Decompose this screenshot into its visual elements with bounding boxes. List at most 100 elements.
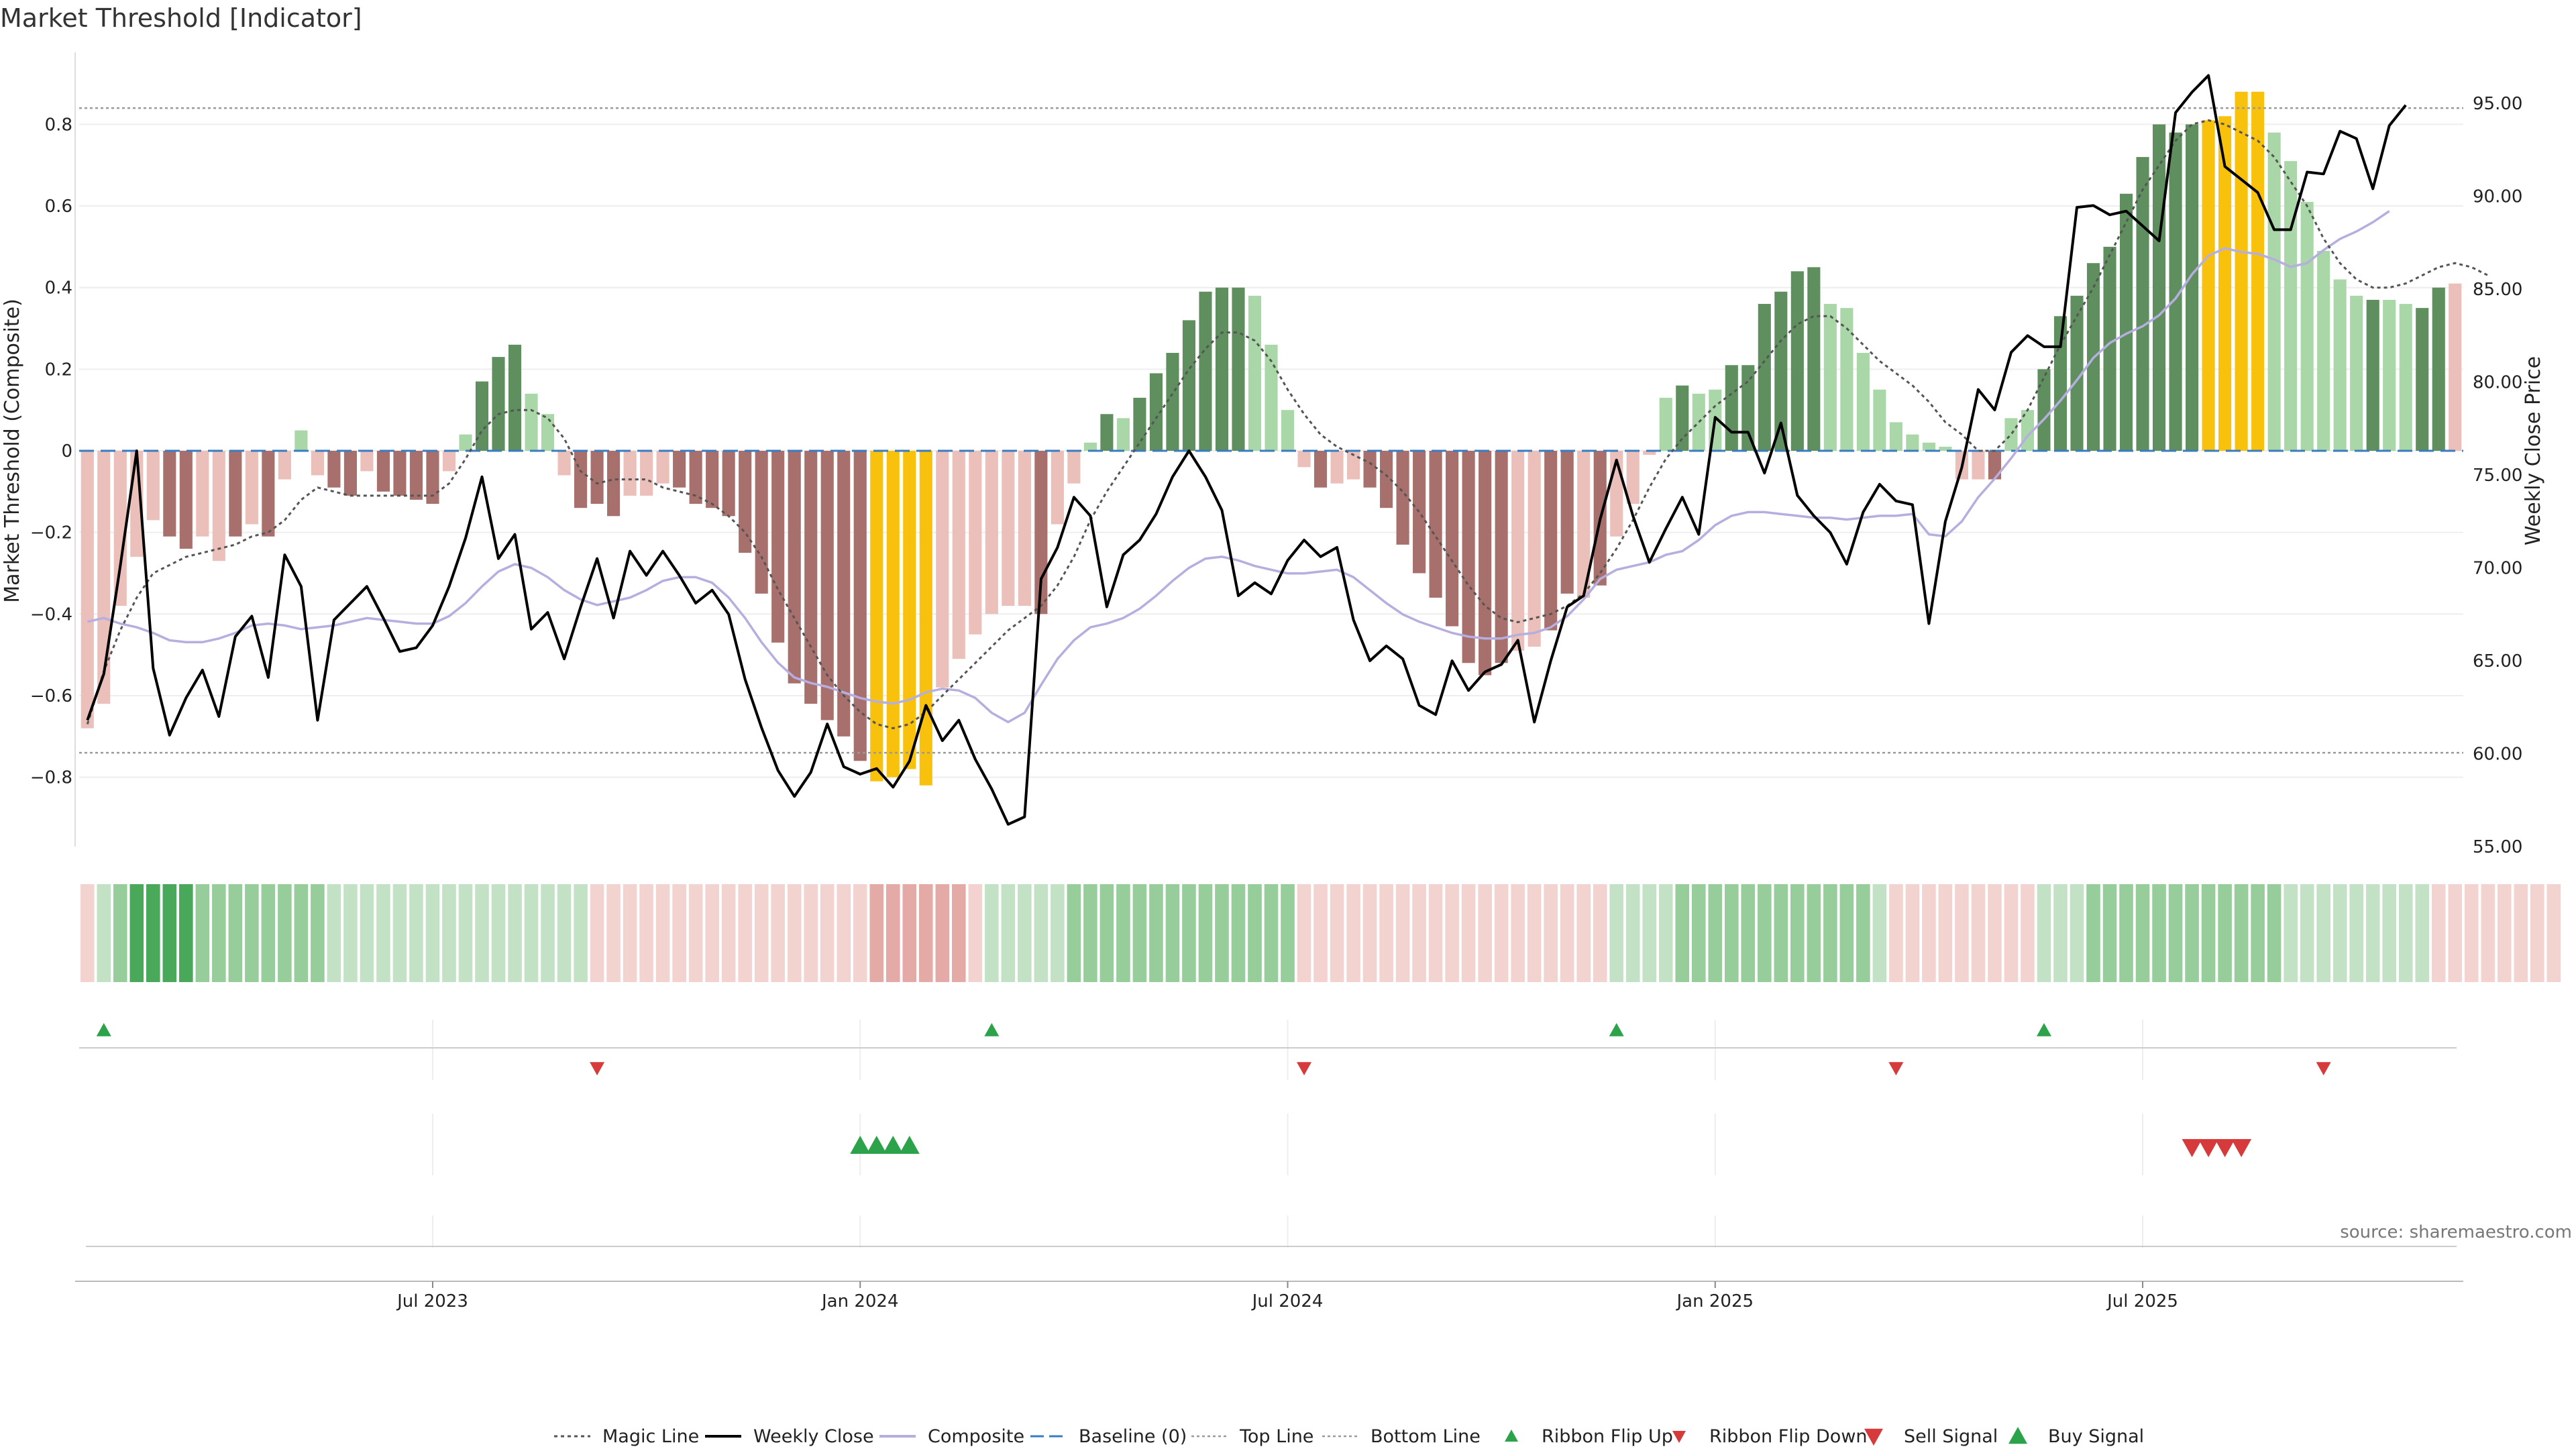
composite-bar — [1906, 434, 1919, 451]
legend-label: Ribbon Flip Down — [1709, 1426, 1868, 1447]
ribbon-cell — [2497, 884, 2512, 982]
composite-bar — [1051, 451, 1064, 525]
composite-bar — [886, 451, 900, 777]
ribbon-cell — [771, 884, 785, 982]
ribbon-cell — [985, 884, 999, 982]
ribbon-cell — [1560, 884, 1574, 982]
sell-signal-marker — [2214, 1139, 2235, 1157]
ribbon-cell — [162, 884, 177, 982]
ribbon-cell — [1132, 884, 1147, 982]
ribbon-cell — [705, 884, 719, 982]
composite-bar — [1067, 451, 1081, 484]
legend-item: Composite — [879, 1426, 1024, 1447]
ribbon-cell — [853, 884, 867, 982]
composite-bar — [722, 451, 735, 517]
composite-bar — [525, 393, 538, 451]
ribbon-cell — [1067, 884, 1081, 982]
composite-bar — [113, 451, 127, 606]
composite-bar — [1856, 353, 1870, 451]
ribbon-cell — [2300, 884, 2314, 982]
ribbon-cell — [1428, 884, 1443, 982]
composite-bar — [2202, 120, 2215, 451]
ribbon-cell — [1281, 884, 1295, 982]
ribbon-flip-down-marker — [1888, 1062, 1904, 1075]
composite-bar — [1922, 442, 1935, 451]
ribbon-cell — [1149, 884, 1163, 982]
composite-bar — [146, 451, 160, 521]
composite-bar — [1330, 451, 1344, 484]
composite-bar — [1297, 451, 1311, 468]
composite-bar — [492, 357, 505, 451]
ribbon-cell — [1313, 884, 1328, 982]
composite-bar — [1774, 291, 1788, 451]
y-tick-label: −0.2 — [30, 523, 72, 543]
y-tick-label: −0.4 — [30, 604, 72, 625]
composite-bar — [2218, 116, 2232, 451]
composite-bar — [1446, 451, 1459, 627]
composite-bar — [706, 451, 719, 508]
ribbon-cell — [294, 884, 309, 982]
composite-bar — [623, 451, 637, 496]
composite-line — [87, 210, 2390, 724]
composite-bar — [2449, 283, 2462, 451]
ribbon-cell — [2365, 884, 2380, 982]
composite-bar — [673, 451, 686, 488]
composite-bar — [2186, 124, 2199, 451]
composite-bar — [2416, 308, 2429, 451]
ribbon-cell — [146, 884, 160, 982]
composite-bar — [985, 451, 998, 614]
composite-bar — [1643, 451, 1656, 455]
legend: Magic Line Weekly Close Composite Baseline … — [554, 1426, 2144, 1447]
ribbon-cell — [1905, 884, 1920, 982]
composite-bar — [97, 451, 111, 704]
composite-bar — [1495, 451, 1508, 663]
y2-tick-label: 80.00 — [2473, 373, 2522, 393]
ribbon-cell — [2201, 884, 2216, 982]
ribbon-cell — [1889, 884, 1903, 982]
composite-bar — [1265, 344, 1278, 451]
composite-bar — [1380, 451, 1393, 508]
ribbon-cell — [1774, 884, 1788, 982]
composite-bar — [179, 451, 193, 549]
composite-bar — [870, 451, 883, 782]
y2-tick-label: 75.00 — [2473, 466, 2522, 486]
ribbon-cell — [721, 884, 736, 982]
composite-bar — [1676, 385, 1689, 451]
ribbon-cell — [820, 884, 835, 982]
composite-bar — [1248, 295, 1262, 451]
ribbon-cell — [2152, 884, 2166, 982]
ribbon-cell — [1445, 884, 1459, 982]
composite-bar — [508, 344, 522, 451]
composite-bar — [2004, 418, 2018, 451]
ribbon-cell — [1511, 884, 1525, 982]
composite-bar — [1725, 365, 1738, 451]
composite-bar — [2251, 91, 2265, 451]
ribbon-cell — [1346, 884, 1360, 982]
composite-bar — [1396, 451, 1409, 545]
ribbon-cell — [952, 884, 966, 982]
signal-panels — [79, 1020, 2457, 1248]
ribbon-cell — [1215, 884, 1229, 982]
composite-bar — [196, 451, 209, 537]
composite-bar — [212, 451, 225, 561]
ribbon-cell — [1527, 884, 1542, 982]
ribbon-cell — [1922, 884, 1936, 982]
right-axis: 95.00 90.00 85.00 80.00 75.00 70.00 65.00 60.00… — [2473, 94, 2522, 857]
sell-signal-marker — [2182, 1139, 2202, 1157]
ribbon-cell — [129, 884, 144, 982]
ribbon-cell — [1741, 884, 1756, 982]
composite-bar — [1577, 451, 1591, 598]
ribbon-cell — [1083, 884, 1097, 982]
ribbon-cell — [2332, 884, 2347, 982]
ribbon-cell — [2070, 884, 2084, 982]
legend-label: Weekly Close — [753, 1426, 874, 1447]
composite-bar — [2432, 287, 2445, 451]
composite-bar — [2383, 299, 2396, 451]
ribbon-cell — [2349, 884, 2363, 982]
ribbon-cell — [1971, 884, 1986, 982]
ribbon-cell — [1461, 884, 1476, 982]
ribbon-cell — [574, 884, 588, 982]
composite-bar — [2350, 295, 2363, 451]
composite-bar — [1889, 422, 1902, 451]
